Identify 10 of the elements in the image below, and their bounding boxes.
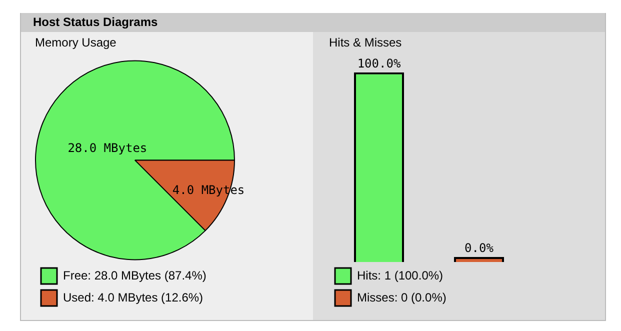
data-label: 0.0% bbox=[464, 241, 494, 256]
legend-label: Misses: 0 (0.0%) bbox=[357, 290, 446, 304]
data-label: 28.0 MBytes bbox=[68, 140, 148, 155]
legend-label: Hits: 1 (100.0%) bbox=[357, 268, 444, 282]
chart-title: Hits & Misses bbox=[329, 36, 402, 50]
legend-label: Free: 28.0 MBytes (87.4%) bbox=[63, 268, 206, 282]
legend-label: Used: 4.0 MBytes (12.6%) bbox=[63, 290, 204, 304]
data-label: 100.0% bbox=[357, 56, 402, 71]
text: Host Status Diagrams bbox=[21, 13, 605, 32]
chart-title: Memory Usage bbox=[35, 36, 117, 50]
